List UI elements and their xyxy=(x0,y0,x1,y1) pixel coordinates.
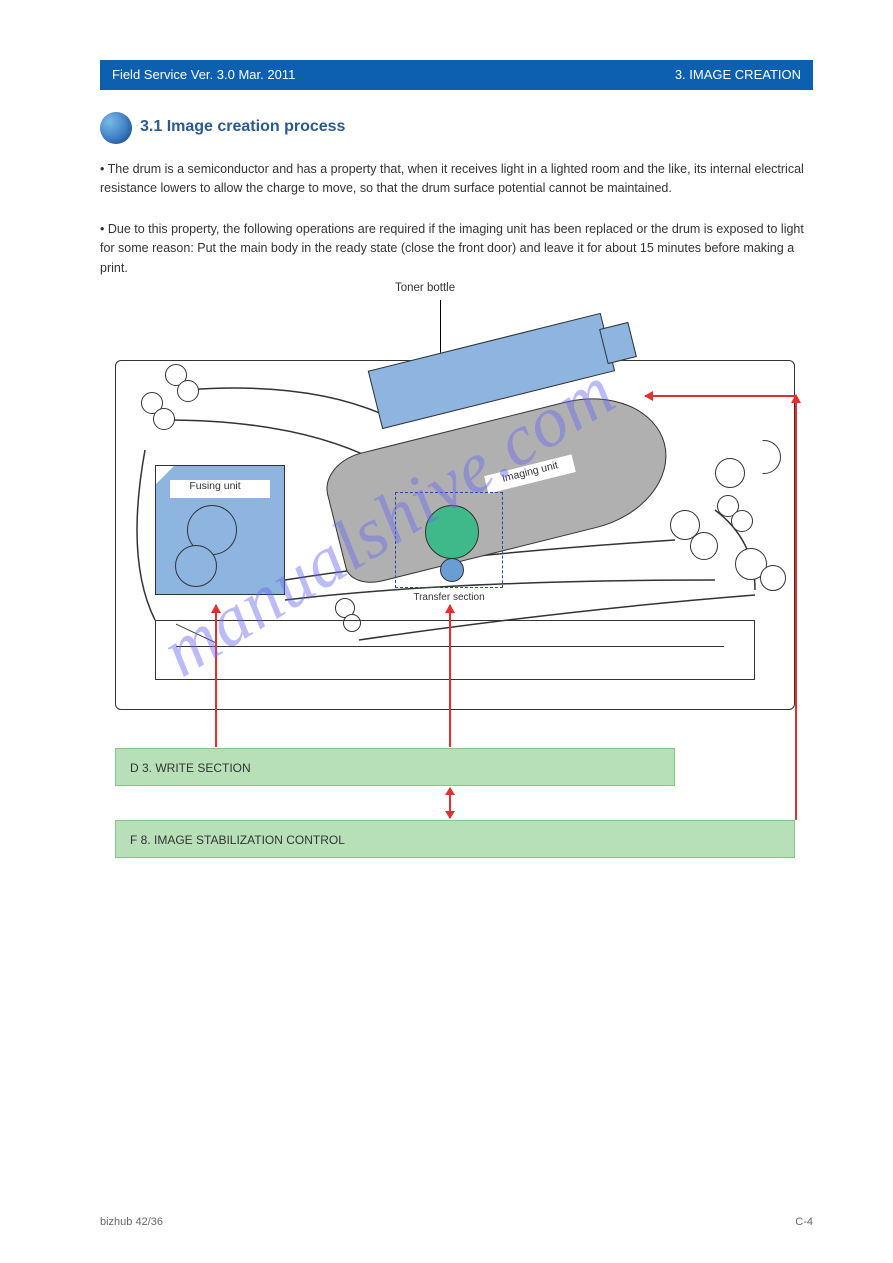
section-bullet-icon xyxy=(100,112,132,144)
header-left: Field Service Ver. 3.0 Mar. 2011 xyxy=(112,67,295,82)
arrow-toner-vertical xyxy=(795,395,797,820)
arrow-transfer xyxy=(449,605,451,747)
paper-tray xyxy=(155,620,755,680)
header-bar: Field Service Ver. 3.0 Mar. 2011 3. IMAG… xyxy=(100,60,813,90)
footer-right: C-4 xyxy=(795,1216,813,1228)
transfer-section-label: Transfer section xyxy=(395,592,503,603)
toner-bottle-label: Toner bottle xyxy=(395,282,455,294)
chapter-link-bar-1[interactable]: D 3. WRITE SECTION xyxy=(115,748,675,786)
roller-icon xyxy=(731,510,753,532)
fusing-roller-2 xyxy=(175,545,217,587)
paragraph-2: • Due to this property, the following op… xyxy=(100,220,813,278)
fusing-unit-label: Fusing unit xyxy=(165,480,265,492)
double-arrow-icon xyxy=(449,788,451,818)
roller-icon xyxy=(715,458,745,488)
roller-icon xyxy=(690,532,718,560)
transfer-roller-icon xyxy=(440,558,464,582)
arrow-fusing xyxy=(215,605,217,747)
section-heading: 3.1 Image creation process xyxy=(140,118,345,136)
footer-left: bizhub 42/36 xyxy=(100,1216,163,1228)
roller-icon xyxy=(153,408,175,430)
roller-icon xyxy=(177,380,199,402)
tray-lift xyxy=(176,624,216,669)
chapter-link-bar-2[interactable]: F 8. IMAGE STABILIZATION CONTROL xyxy=(115,820,795,858)
roller-icon xyxy=(760,565,786,591)
header-right: 3. IMAGE CREATION xyxy=(675,60,813,90)
drum-icon xyxy=(425,505,479,559)
diagram: Toner bottle Imaging unit Transfer secti… xyxy=(115,300,795,870)
arrow-toner-horizontal xyxy=(645,395,795,397)
paragraph-1: • The drum is a semiconductor and has a … xyxy=(100,160,813,199)
